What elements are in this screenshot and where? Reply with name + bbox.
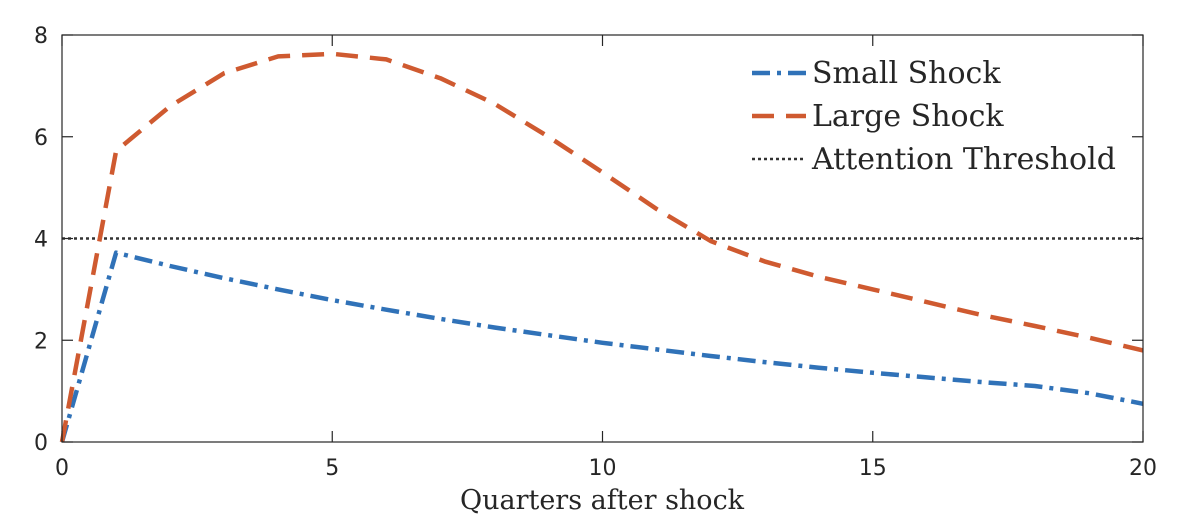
legend-label-small-shock: Small Shock xyxy=(812,56,1001,91)
legend-label-large-shock: Large Shock xyxy=(812,99,1004,134)
y-tick-label: 0 xyxy=(34,431,48,456)
series-layer xyxy=(59,51,1144,443)
x-tick-label: 0 xyxy=(55,456,69,481)
tick-layer: 0 5 10 15 20 0 2 4 6 8 xyxy=(34,24,1157,481)
x-tick-label: 15 xyxy=(859,456,887,481)
y-tick-label: 6 xyxy=(34,126,48,151)
x-axis-label: Quarters after shock xyxy=(460,485,745,516)
legend-label-attention-threshold: Attention Threshold xyxy=(811,142,1116,177)
series-line-large-shock xyxy=(59,51,1144,443)
legend: Small Shock Large Shock Attention Thresh… xyxy=(752,56,1116,177)
y-tick-label: 2 xyxy=(34,329,48,354)
y-tick-label: 4 xyxy=(34,228,48,253)
series-line-small-shock xyxy=(59,250,1144,443)
x-tick-label: 5 xyxy=(325,456,339,481)
y-tick-label: 8 xyxy=(34,24,48,49)
x-tick-label: 10 xyxy=(589,456,617,481)
x-tick-label: 20 xyxy=(1129,456,1157,481)
